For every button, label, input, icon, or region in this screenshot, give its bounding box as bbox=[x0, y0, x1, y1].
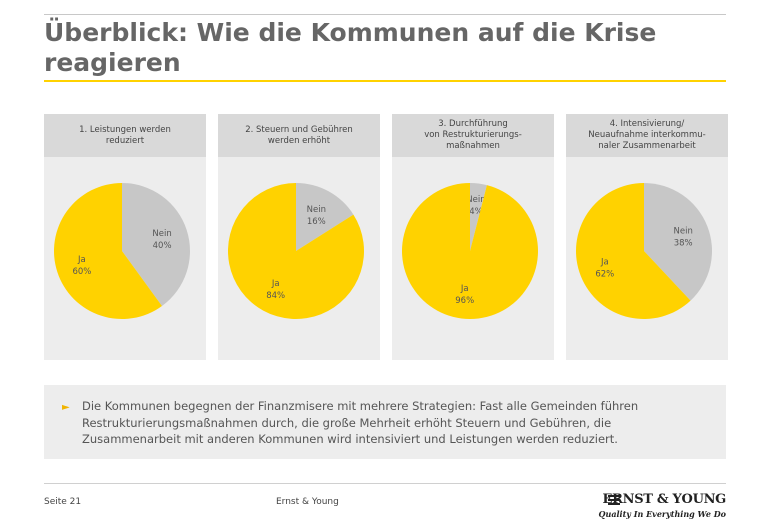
chart-panel-2: 2. Steuern und Gebühren werden erhöht Ne… bbox=[218, 114, 380, 360]
slice-value-label: 4% bbox=[469, 207, 483, 217]
ernst-young-logo: ERNST & YOUNG Quality In Everything We D… bbox=[598, 492, 727, 522]
pie-chart-4: Nein 38% Ja 62% bbox=[576, 183, 712, 319]
logo-wordmark: ERNST & YOUNG bbox=[602, 492, 727, 507]
pie-chart-3: Nein 4% Ja 96% bbox=[402, 183, 538, 319]
pie-slice-ja bbox=[53, 183, 162, 319]
pie-chart-1: Nein 40% Ja 60% bbox=[53, 183, 190, 319]
pie-slice-nein bbox=[470, 183, 487, 251]
slice-value-label: 60% bbox=[72, 267, 91, 277]
pie-slice-ja bbox=[402, 183, 538, 319]
slice-value-label: 62% bbox=[595, 270, 614, 280]
slice-value-label: 84% bbox=[266, 291, 285, 301]
slice-label: Nein bbox=[307, 205, 326, 215]
bullet-arrow-icon: ► bbox=[62, 402, 70, 413]
logo-bars-icon bbox=[608, 495, 620, 505]
slice-label: Ja bbox=[600, 258, 609, 268]
footer-divider bbox=[44, 483, 726, 484]
pie-slice-ja bbox=[576, 183, 691, 319]
pie-slice-nein bbox=[122, 183, 190, 307]
chart-panel-3: 3. Durchführung von Restrukturierungs- m… bbox=[392, 114, 554, 360]
page-title: Überblick: Wie die Kommunen auf die Kris… bbox=[44, 18, 657, 77]
chart-title-1: 1. Leistungen werden reduziert bbox=[44, 114, 206, 157]
chart-title-3: 3. Durchführung von Restrukturierungs- m… bbox=[392, 114, 554, 157]
chart-panel-4: 4. Intensivierung/ Neuaufnahme interkomm… bbox=[566, 114, 728, 360]
slice-label: Nein bbox=[674, 226, 693, 236]
summary-text: Die Kommunen begegnen der Finanzmisere m… bbox=[82, 399, 639, 446]
logo-tagline: Quality In Everything We Do bbox=[598, 509, 726, 519]
pie-slice-ja bbox=[227, 183, 364, 319]
slice-value-label: 40% bbox=[153, 241, 172, 251]
page-number: Seite 21 bbox=[44, 497, 82, 507]
slice-label: Ja bbox=[77, 255, 86, 265]
chart-panel-1: 1. Leistungen werden reduziert Nein 40% Ja… bbox=[44, 114, 206, 360]
top-divider bbox=[44, 14, 726, 15]
company-name: Ernst & Young bbox=[276, 497, 339, 507]
pie-chart-2: Nein 16% Ja 84% bbox=[227, 183, 364, 319]
pie-slice-nein bbox=[644, 183, 712, 301]
slice-value-label: 16% bbox=[307, 217, 326, 227]
chart-title-4: 4. Intensivierung/ Neuaufnahme interkomm… bbox=[566, 114, 728, 157]
pie-slice-nein bbox=[296, 183, 354, 251]
title-underline bbox=[44, 80, 726, 82]
slice-value-label: 38% bbox=[674, 238, 693, 248]
chart-title-2: 2. Steuern und Gebühren werden erhöht bbox=[218, 114, 380, 157]
slice-label: Ja bbox=[460, 284, 469, 294]
summary-box: ► Die Kommunen begegnen der Finanzmisere… bbox=[44, 385, 726, 459]
slice-label: Ja bbox=[271, 279, 280, 289]
slice-label: Nein bbox=[152, 229, 171, 239]
slice-label: Nein bbox=[466, 195, 485, 205]
slice-value-label: 96% bbox=[455, 296, 474, 306]
